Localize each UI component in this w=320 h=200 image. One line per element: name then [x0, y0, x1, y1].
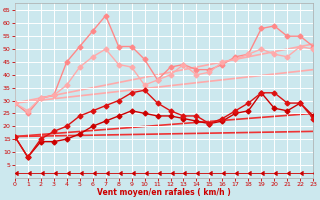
X-axis label: Vent moyen/en rafales ( km/h ): Vent moyen/en rafales ( km/h ) [97, 188, 231, 197]
